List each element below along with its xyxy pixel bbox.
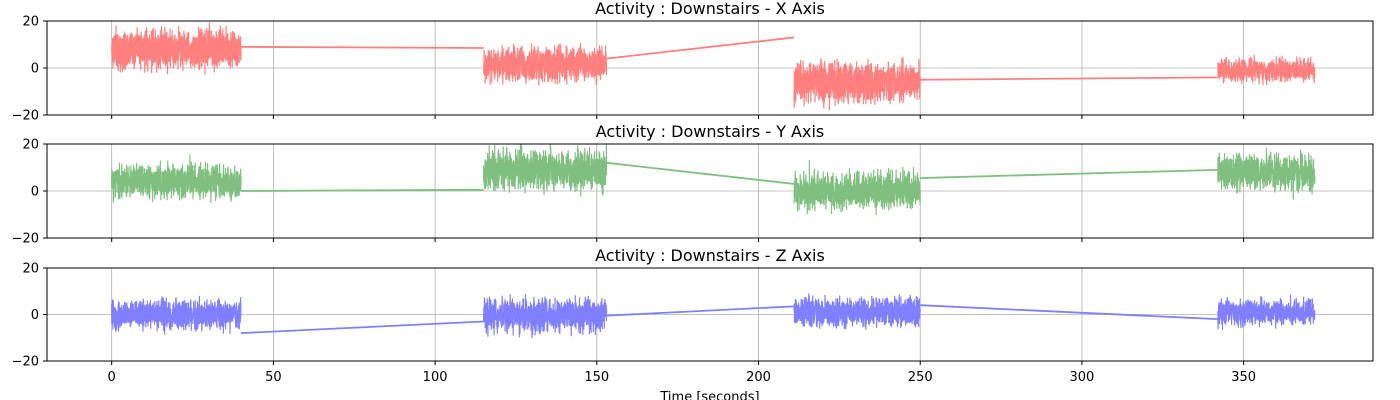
- y-tick-label: −20: [12, 232, 39, 247]
- y-tick-label: 20: [22, 15, 39, 30]
- x-tick-label: 300: [1070, 370, 1095, 385]
- y-tick-label: 0: [31, 62, 39, 77]
- y-tick-label: 20: [22, 138, 39, 153]
- x-tick-label: 350: [1231, 370, 1256, 385]
- x-tick-label: 250: [908, 370, 933, 385]
- chart-panel-1: −20 0 20 Activity : Downstairs - X Axis: [12, 0, 1374, 124]
- series-line: [111, 22, 1316, 111]
- series-group: [111, 293, 1316, 339]
- y-tick-label: −20: [12, 355, 39, 370]
- series-connector-line: [241, 45, 484, 49]
- series-connector-line: [241, 320, 484, 334]
- y-tick-label: 20: [22, 262, 39, 277]
- series-group: [111, 144, 1316, 216]
- panel-title: Activity : Downstairs - Y Axis: [596, 122, 825, 141]
- x-tick-label: 200: [746, 370, 771, 385]
- x-tick-label: 0: [108, 370, 116, 385]
- x-tick-label: 100: [423, 370, 448, 385]
- panel-title: Activity : Downstairs - Z Axis: [595, 246, 825, 265]
- series-connector-line: [920, 304, 1218, 321]
- panel-title: Activity : Downstairs - X Axis: [595, 0, 825, 18]
- series-group: [111, 22, 1316, 111]
- series-connector-line: [606, 161, 795, 185]
- series-connector-line: [606, 305, 795, 317]
- series-line: [111, 293, 1316, 339]
- y-tick-label: 0: [31, 308, 39, 323]
- chart-panel-2: −20 0 20 Activity : Downstairs - Y Axis: [12, 122, 1374, 247]
- x-tick-label: 150: [584, 370, 609, 385]
- series-connector-line: [920, 168, 1218, 179]
- series-connector-line: [920, 76, 1218, 81]
- x-tick-label: 50: [265, 370, 282, 385]
- series-connector-line: [606, 36, 795, 60]
- y-tick-label: −20: [12, 109, 39, 124]
- x-axis-label: Time [seconds]: [659, 390, 759, 400]
- chart-panel-3: 0 50 100 150 200 250 300 350 −20 0 20 Activity : Do…: [12, 246, 1374, 400]
- y-tick-label: 0: [31, 185, 39, 200]
- series-connector-line: [241, 188, 484, 192]
- series-line: [111, 144, 1316, 216]
